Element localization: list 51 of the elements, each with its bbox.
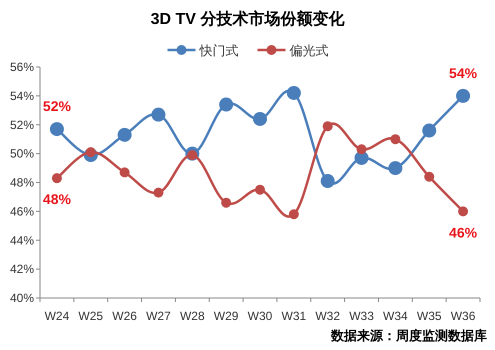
point	[151, 108, 166, 122]
point	[52, 173, 62, 184]
x-tick-label: W32	[315, 309, 340, 323]
x-tick-label: W34	[383, 309, 408, 323]
annotation: 48%	[42, 191, 72, 208]
annotation: 54%	[449, 64, 478, 81]
x-tick-label: W27	[146, 309, 172, 323]
point	[456, 88, 470, 103]
x-tick-label: W24	[44, 309, 70, 323]
x-tick-label: W35	[416, 309, 442, 323]
point	[120, 167, 130, 178]
point	[422, 124, 436, 138]
legend-label: 快门式	[198, 43, 238, 58]
point	[320, 174, 335, 188]
point	[221, 198, 232, 208]
y-tick-label: 42%	[10, 262, 34, 276]
point	[458, 206, 468, 216]
point	[424, 172, 434, 182]
x-tick-label: W29	[214, 309, 239, 323]
y-tick-label: 54%	[10, 88, 34, 103]
point	[286, 86, 301, 100]
annotation: 46%	[449, 224, 478, 240]
x-tick-label: W25	[78, 309, 104, 323]
x-tick-label: W30	[248, 309, 273, 323]
point	[118, 128, 132, 142]
y-tick-label: 40%	[10, 291, 34, 305]
annotation: 52%	[42, 98, 72, 114]
legend-label: 偏光式	[290, 43, 328, 58]
point	[50, 122, 64, 136]
y-tick-label: 56%	[10, 60, 34, 74]
point	[255, 184, 265, 195]
point	[253, 112, 267, 126]
chart-title: 3D TV 分技术市场份额变化	[150, 10, 346, 28]
x-tick-label: W28	[180, 309, 205, 323]
y-tick-label: 46%	[10, 204, 34, 218]
point	[153, 188, 164, 198]
point	[356, 144, 367, 154]
x-tick-label: W31	[282, 309, 306, 323]
point	[288, 209, 299, 220]
source-note: 数据来源：周度监测数据库	[330, 328, 487, 343]
y-tick-label: 50%	[10, 146, 34, 161]
x-tick-label: W26	[112, 309, 138, 323]
y-tick-label: 48%	[10, 176, 34, 190]
y-tick-label: 44%	[10, 233, 34, 248]
x-tick-label: W33	[349, 309, 374, 323]
point	[390, 134, 400, 144]
x-tick-label: W36	[450, 309, 476, 323]
point	[219, 98, 234, 112]
y-tick-label: 52%	[10, 118, 34, 132]
point	[322, 121, 333, 132]
point	[388, 161, 402, 176]
